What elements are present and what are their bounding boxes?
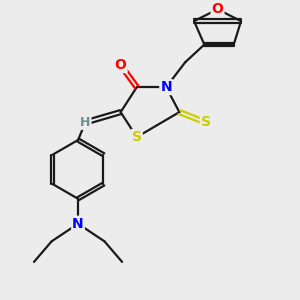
Text: N: N xyxy=(72,217,84,231)
Text: N: N xyxy=(160,80,172,94)
Text: S: S xyxy=(201,116,211,129)
Text: O: O xyxy=(212,2,224,16)
Text: O: O xyxy=(115,58,127,72)
Text: S: S xyxy=(132,130,142,144)
Text: H: H xyxy=(80,116,91,129)
